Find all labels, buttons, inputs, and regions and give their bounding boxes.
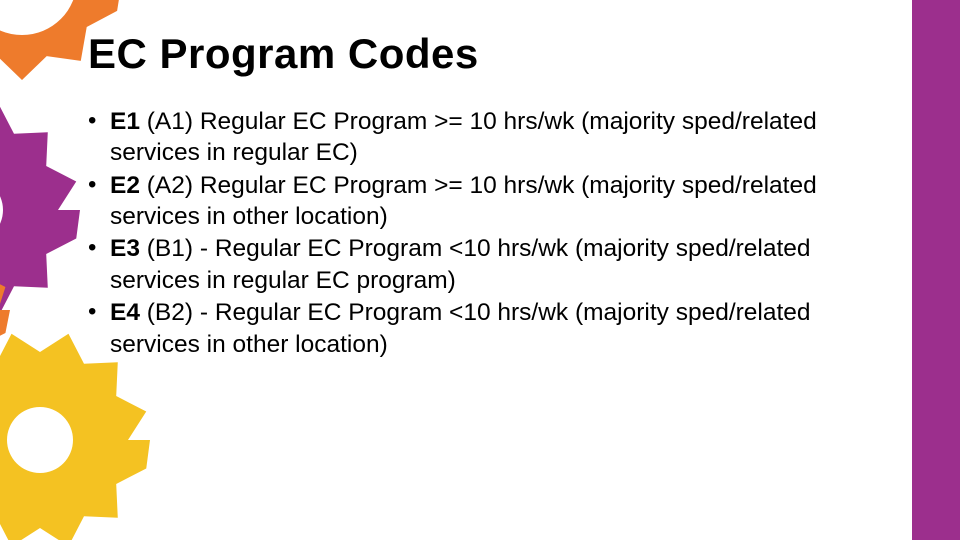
slide-root: EC Program Codes • E1 (A1) Regular EC Pro…	[0, 0, 960, 540]
bullet-item: • E1 (A1) Regular EC Program >= 10 hrs/wk…	[88, 106, 880, 169]
right-accent-bar	[912, 0, 960, 540]
bullet-text: (B2) - Regular EC Program <10 hrs/wk (ma…	[110, 299, 811, 357]
bullet-list: • E1 (A1) Regular EC Program >= 10 hrs/wk…	[88, 106, 880, 360]
bullet-dot: •	[88, 297, 96, 328]
bullet-item: • E3 (B1) - Regular EC Program <10 hrs/wk…	[88, 233, 880, 296]
bullet-code: E3	[110, 235, 140, 262]
bullet-code: E4	[110, 299, 140, 326]
content-area: EC Program Codes • E1 (A1) Regular EC Pro…	[88, 30, 880, 361]
bullet-dot: •	[88, 233, 96, 264]
bullet-text: (A2) Regular EC Program >= 10 hrs/wk (ma…	[110, 172, 817, 230]
purple-gear-mid-icon	[0, 100, 80, 320]
bullet-code: E1	[110, 108, 140, 135]
bullet-item: • E2 (A2) Regular EC Program >= 10 hrs/wk…	[88, 170, 880, 233]
bullet-code: E2	[110, 172, 140, 199]
slide-title: EC Program Codes	[88, 30, 880, 78]
bullet-item: • E4 (B2) - Regular EC Program <10 hrs/wk…	[88, 297, 880, 360]
bullet-dot: •	[88, 106, 96, 137]
yellow-gear-bot-icon	[0, 330, 150, 540]
bullet-text: (A1) Regular EC Program >= 10 hrs/wk (ma…	[110, 108, 817, 166]
bullet-text: (B1) - Regular EC Program <10 hrs/wk (ma…	[110, 235, 811, 293]
orange-gear-small-icon	[0, 250, 10, 370]
bullet-dot: •	[88, 170, 96, 201]
